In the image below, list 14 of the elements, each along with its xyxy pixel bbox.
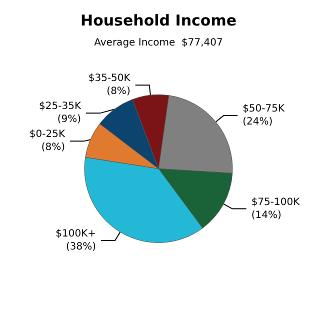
chart-subtitle: Average Income $77,407 xyxy=(94,38,223,48)
data-label: (8%) xyxy=(41,142,66,154)
data-label: (14%) xyxy=(251,210,282,221)
data-label: (9%) xyxy=(57,114,82,126)
chart-title: Household Income xyxy=(80,12,236,30)
data-label: (24%) xyxy=(242,116,273,128)
data-label: (38%) xyxy=(66,242,96,253)
slice-label: $0-25K xyxy=(29,129,66,140)
slice-label: $25-35K xyxy=(39,101,82,112)
data-label: (8%) xyxy=(106,86,130,98)
slice-label: $100K+ xyxy=(56,228,96,240)
slice-label: $50-75K xyxy=(242,104,285,115)
slice-label: $75-100K xyxy=(251,196,300,208)
slice-label: $35-50K xyxy=(88,73,131,84)
